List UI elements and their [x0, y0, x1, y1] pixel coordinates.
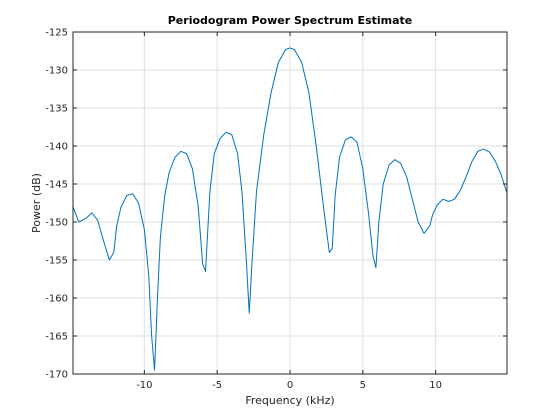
y-tick-label: -135 — [45, 104, 68, 115]
y-tick-label: -170 — [45, 370, 68, 381]
x-axis-label: Frequency (kHz) — [245, 394, 334, 407]
data-layer — [72, 47, 508, 371]
y-tick-label: -140 — [45, 142, 68, 153]
y-tick-label: -160 — [45, 294, 68, 305]
y-tick-label: -125 — [45, 28, 68, 39]
x-tick-label: -10 — [136, 380, 152, 391]
x-tick-label: 10 — [429, 380, 442, 391]
y-axis-label: Power (dB) — [30, 173, 43, 233]
x-tick-label: 5 — [360, 380, 366, 391]
x-tick-label: 0 — [287, 380, 293, 391]
x-tick-label: -5 — [212, 380, 222, 391]
y-tick-label: -155 — [45, 256, 68, 267]
y-tick-label: -145 — [45, 180, 68, 191]
y-tick-label: -165 — [45, 332, 68, 343]
ticks: -10 -5 0 5 10 -125 -130 -135 -140 -145 -150 -155 -16… — [45, 28, 507, 391]
spectrum-line — [72, 47, 508, 371]
chart-title: Periodogram Power Spectrum Estimate — [168, 14, 413, 27]
y-tick-label: -150 — [45, 218, 68, 229]
y-tick-label: -130 — [45, 66, 68, 77]
